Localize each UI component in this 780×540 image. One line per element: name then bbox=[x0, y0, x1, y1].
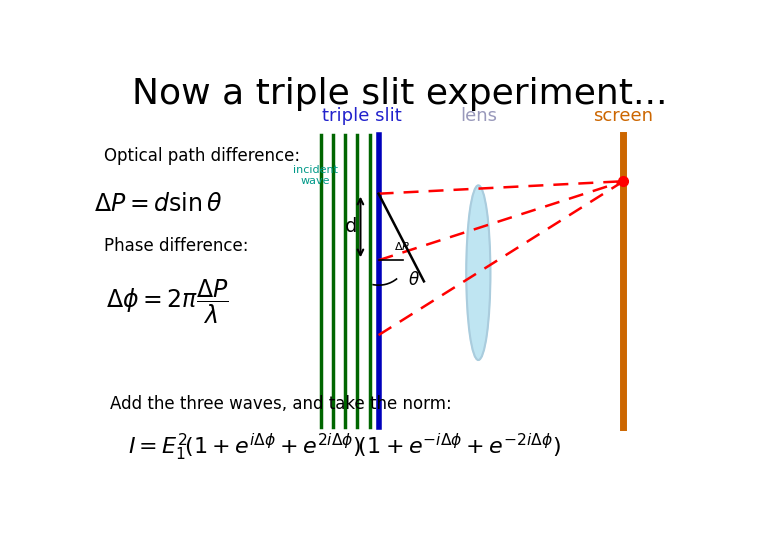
Text: Add the three waves, and take the norm:: Add the three waves, and take the norm: bbox=[109, 395, 452, 413]
Text: $\Delta P = d\sin\theta$: $\Delta P = d\sin\theta$ bbox=[94, 192, 222, 216]
Text: d: d bbox=[346, 218, 357, 237]
Text: $\Delta P$: $\Delta P$ bbox=[394, 240, 410, 252]
Text: lens: lens bbox=[460, 107, 497, 125]
Ellipse shape bbox=[466, 185, 491, 360]
Text: Phase difference:: Phase difference: bbox=[104, 237, 248, 255]
Text: $\Delta\phi = 2\pi\dfrac{\Delta P}{\lambda}$: $\Delta\phi = 2\pi\dfrac{\Delta P}{\lamb… bbox=[106, 278, 229, 326]
Text: screen: screen bbox=[594, 107, 654, 125]
Text: triple slit: triple slit bbox=[322, 107, 402, 125]
Text: Now a triple slit experiment...: Now a triple slit experiment... bbox=[132, 77, 668, 111]
Text: $I = E_1^2\!\left(1+e^{i\Delta\phi}+e^{2i\Delta\phi}\right)\!\left(1+e^{-i\Delta: $I = E_1^2\!\left(1+e^{i\Delta\phi}+e^{2… bbox=[128, 432, 561, 463]
Text: $\theta$: $\theta$ bbox=[408, 271, 420, 289]
Text: incident
wave: incident wave bbox=[292, 165, 338, 186]
Text: Optical path difference:: Optical path difference: bbox=[104, 147, 300, 165]
